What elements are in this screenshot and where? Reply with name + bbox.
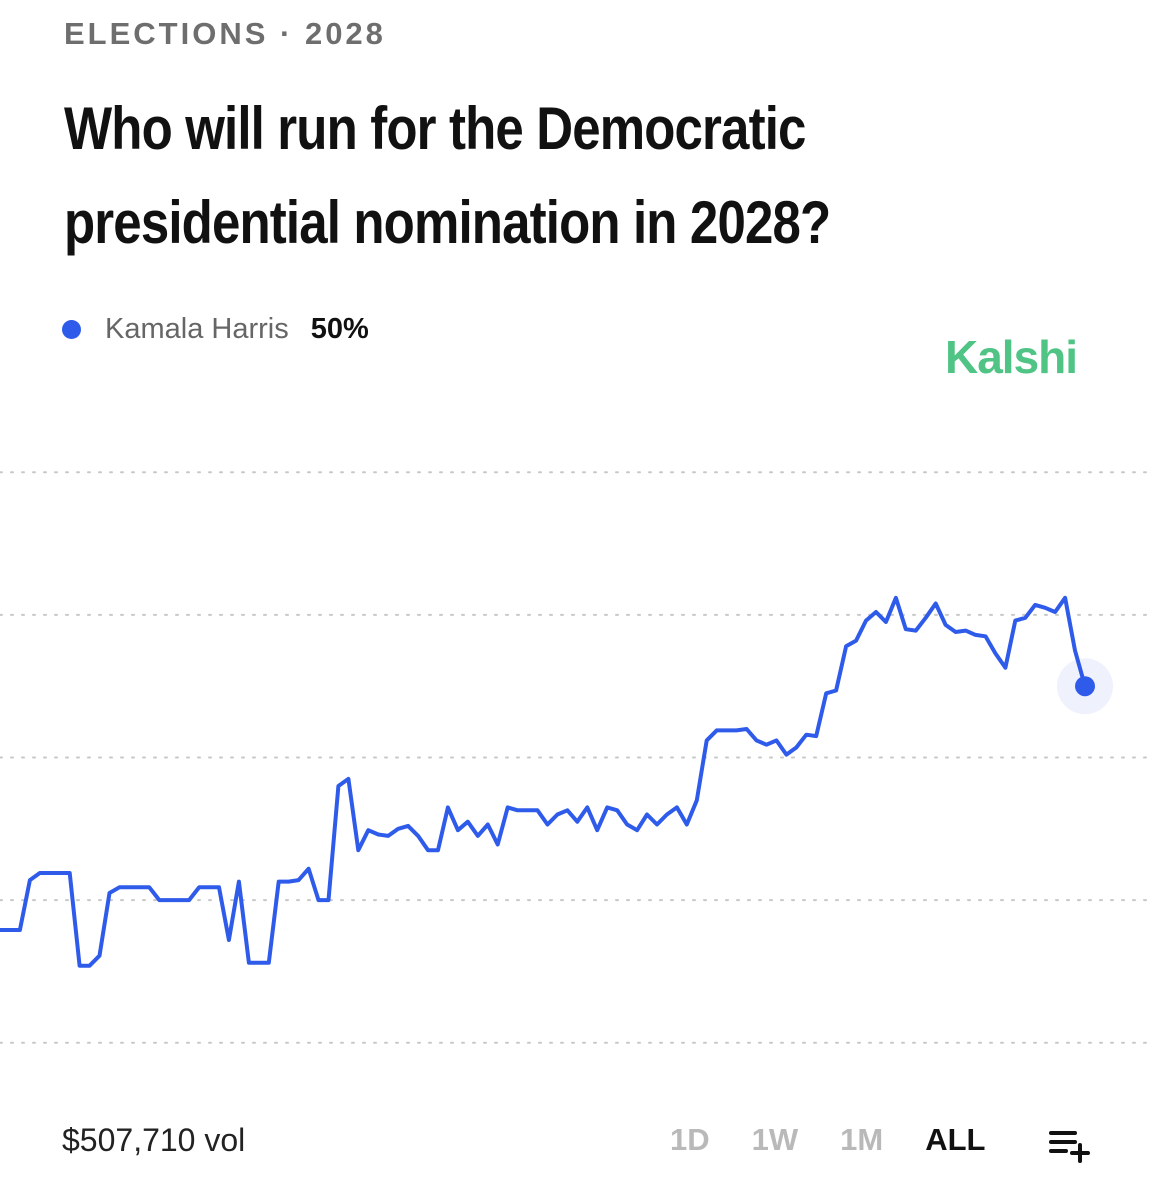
legend: Kamala Harris 50%	[62, 313, 369, 346]
category: ELECTIONS · 2028	[64, 16, 386, 51]
price-line	[0, 595, 1087, 968]
volume: $507,710 vol	[62, 1122, 246, 1158]
current-point	[1075, 676, 1095, 697]
brand-logo: Kalshi	[945, 331, 1078, 383]
range-button[interactable]: 1D	[670, 1122, 710, 1157]
question-title: Who will run for the Democratic presiden…	[64, 95, 831, 256]
legend-value: 50%	[310, 313, 369, 345]
legend-name: Kamala Harris	[105, 313, 289, 345]
legend-dot	[62, 320, 81, 339]
chart	[0, 471, 1153, 1044]
range-button[interactable]: ALL	[925, 1122, 986, 1157]
add-icon[interactable]	[1048, 1128, 1092, 1164]
range-button[interactable]: 1W	[751, 1122, 799, 1157]
range-selector: 1D 1W 1M ALL	[670, 1122, 985, 1158]
range-button[interactable]: 1M	[840, 1122, 884, 1157]
